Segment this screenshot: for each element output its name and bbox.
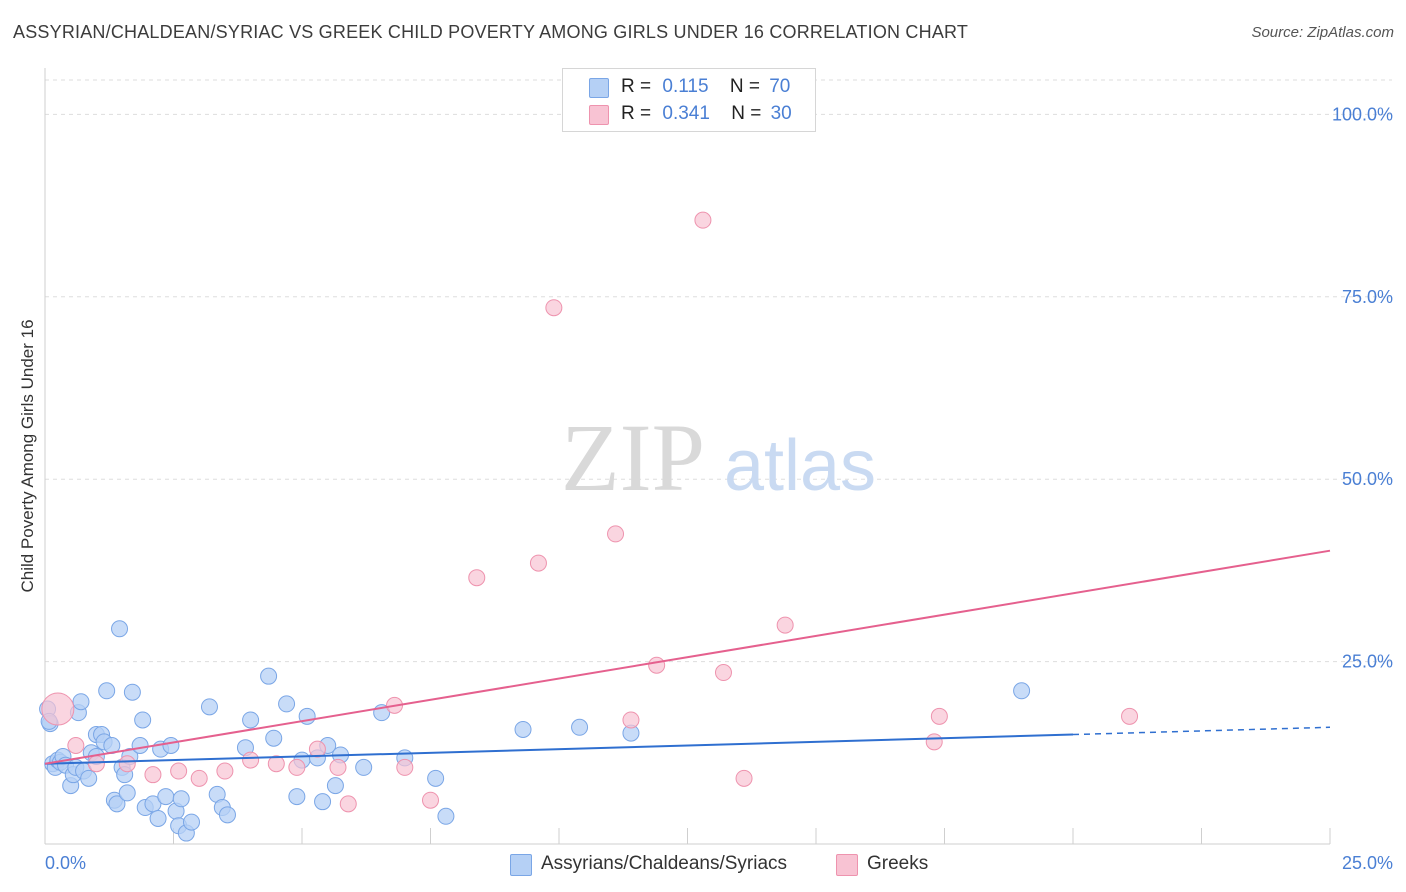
data-point-greeks bbox=[735, 769, 753, 787]
data-point-assyrians bbox=[108, 795, 126, 813]
n-value: 30 bbox=[770, 103, 792, 124]
data-point-greeks bbox=[67, 737, 85, 755]
data-point-assyrians bbox=[200, 698, 218, 716]
n-value: 70 bbox=[769, 76, 791, 97]
data-point-greeks bbox=[648, 656, 666, 674]
data-point-greeks bbox=[267, 755, 285, 773]
data-point-assyrians bbox=[149, 809, 167, 827]
data-point-assyrians bbox=[157, 788, 175, 806]
stats-legend: R = 0.115 N = 70 R = 0.341 N = 30 bbox=[562, 68, 816, 132]
data-point-greeks bbox=[422, 791, 439, 809]
data-point-greeks bbox=[216, 762, 234, 780]
data-point-greeks bbox=[1121, 707, 1139, 725]
watermark-zip: ZIP bbox=[561, 404, 705, 511]
data-point-assyrians bbox=[514, 720, 532, 738]
legend-swatch-blue bbox=[510, 854, 532, 876]
data-point-assyrians bbox=[98, 682, 116, 700]
n-label: N = bbox=[729, 76, 760, 97]
data-point-greeks bbox=[925, 733, 943, 751]
watermark: ZIP atlas bbox=[561, 404, 876, 511]
data-point-assyrians bbox=[355, 758, 373, 776]
x-tick-label: 0.0% bbox=[45, 853, 86, 873]
y-tick-label: 75.0% bbox=[1342, 287, 1393, 307]
data-point-assyrians bbox=[72, 693, 90, 711]
y-tick-label: 50.0% bbox=[1342, 469, 1393, 489]
data-point-greeks bbox=[308, 740, 326, 758]
trend-line-assyrians-extension bbox=[1072, 726, 1331, 736]
legend-label: Greeks bbox=[867, 853, 929, 874]
data-point-greeks bbox=[607, 525, 625, 543]
data-point-greeks bbox=[144, 766, 162, 784]
data-point-greeks bbox=[339, 795, 357, 813]
data-point-assyrians bbox=[326, 777, 344, 795]
data-point-assyrians bbox=[172, 790, 190, 808]
legend-label: Assyrians/Chaldeans/Syriacs bbox=[541, 853, 788, 874]
data-point-assyrians bbox=[288, 788, 306, 806]
data-point-greeks bbox=[41, 692, 75, 726]
data-point-assyrians bbox=[427, 769, 445, 787]
r-label: R = bbox=[621, 103, 652, 124]
data-point-assyrians bbox=[260, 667, 278, 685]
y-tick-label: 25.0% bbox=[1342, 652, 1393, 672]
data-point-greeks bbox=[714, 664, 732, 682]
trend-line-assyrians bbox=[44, 733, 1074, 765]
data-point-assyrians bbox=[1013, 682, 1031, 700]
source-label: Source: ZipAtlas.com bbox=[1251, 24, 1394, 41]
data-point-assyrians bbox=[314, 793, 332, 811]
data-point-greeks bbox=[87, 755, 105, 773]
data-point-greeks bbox=[622, 711, 640, 729]
data-point-greeks bbox=[930, 707, 948, 725]
data-point-assyrians bbox=[571, 718, 589, 736]
data-point-greeks bbox=[242, 751, 260, 769]
tick-labels: 25.0% 50.0% 75.0% 100.0% 0.0% 25.0% bbox=[45, 104, 1393, 873]
data-point-assyrians bbox=[437, 807, 455, 825]
data-point-greeks bbox=[396, 758, 414, 776]
data-point-greeks bbox=[468, 569, 486, 587]
data-point-assyrians bbox=[278, 695, 296, 713]
data-point-assyrians bbox=[265, 729, 283, 747]
data-point-assyrians bbox=[242, 711, 260, 729]
n-label: N = bbox=[731, 103, 762, 124]
data-point-assyrians bbox=[123, 683, 141, 701]
data-point-assyrians bbox=[134, 711, 152, 729]
legend-swatch-pink bbox=[589, 105, 609, 125]
series-assyrians-points bbox=[39, 620, 1031, 842]
data-point-greeks bbox=[529, 554, 547, 572]
data-point-greeks bbox=[288, 758, 306, 776]
data-point-greeks bbox=[118, 755, 136, 773]
data-point-assyrians bbox=[80, 769, 98, 787]
watermark-atlas: atlas bbox=[724, 426, 876, 506]
data-point-assyrians bbox=[118, 784, 136, 802]
data-point-assyrians bbox=[218, 806, 236, 824]
r-value: 0.115 bbox=[662, 76, 709, 97]
r-value: 0.341 bbox=[662, 103, 710, 124]
data-point-assyrians bbox=[162, 737, 180, 755]
data-point-greeks bbox=[170, 762, 188, 780]
legend-swatch-blue bbox=[589, 78, 609, 98]
r-label: R = bbox=[621, 76, 652, 97]
data-point-greeks bbox=[190, 769, 208, 787]
data-point-assyrians bbox=[131, 737, 149, 755]
data-point-greeks bbox=[776, 616, 794, 634]
legend-swatch-pink bbox=[836, 854, 858, 876]
data-point-greeks bbox=[329, 758, 347, 776]
trend-line-greeks bbox=[44, 549, 1331, 765]
series-greeks-points bbox=[41, 211, 1139, 813]
x-tick-label: 25.0% bbox=[1342, 853, 1393, 873]
chart-title: ASSYRIAN/CHALDEAN/SYRIAC VS GREEK CHILD … bbox=[13, 22, 969, 42]
y-tick-label: 100.0% bbox=[1332, 104, 1393, 124]
trend-lines bbox=[44, 549, 1331, 765]
data-point-assyrians bbox=[182, 813, 200, 831]
data-point-assyrians bbox=[111, 620, 129, 638]
data-point-greeks bbox=[694, 211, 712, 229]
data-point-greeks bbox=[545, 299, 563, 317]
